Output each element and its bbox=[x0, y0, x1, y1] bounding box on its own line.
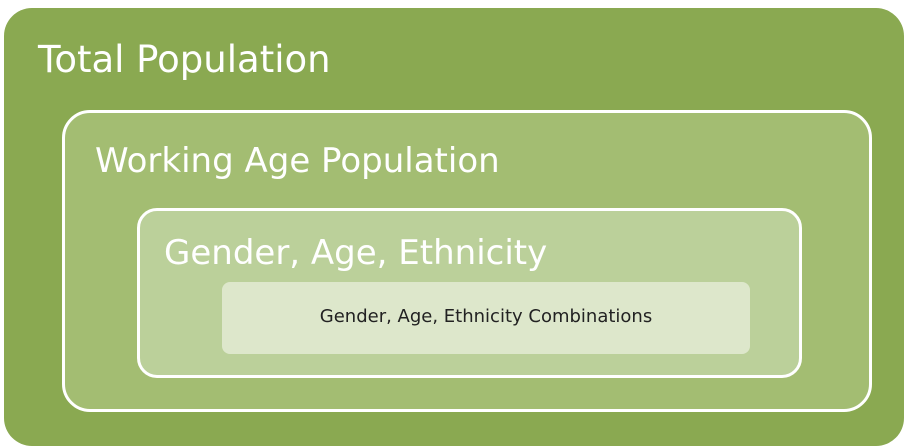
node-label: Total Population bbox=[38, 38, 331, 81]
node-label: Working Age Population bbox=[95, 141, 500, 181]
node-label: Gender, Age, Ethnicity Combinations bbox=[319, 306, 653, 327]
combinations-box: Gender, Age, Ethnicity Combinations bbox=[222, 282, 750, 354]
node-label: Gender, Age, Ethnicity bbox=[164, 233, 548, 273]
